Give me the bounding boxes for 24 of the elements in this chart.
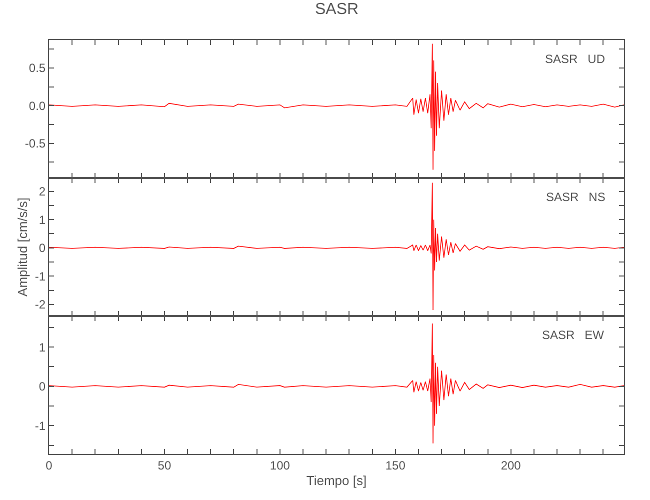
y-tick-label: 2 [38,184,46,198]
line-series [49,323,624,444]
y-tick-label: -1 [34,418,46,433]
annotation: SASR EW [542,328,605,342]
y-tick-label: -1 [34,269,46,284]
x-tick-label: 200 [500,458,522,472]
y-tick-label: 0.5 [28,61,46,76]
y-tick-label: 0 [38,380,46,394]
chart-title: SASR [315,1,359,18]
y-tick-label: -0.5 [24,136,46,151]
y-axis-title: Amplitud [cm/s/s] [14,198,30,296]
y-tick-label: 0 [38,241,46,256]
annotation: SASR NS [546,190,606,204]
y-tick-label: 0.0 [28,98,46,113]
line-series [49,43,624,170]
x-tick-label: 50 [158,458,172,472]
x-tick-label: 150 [385,458,406,472]
annotation: SASR UD [545,52,606,66]
y-tick-label: 1 [38,340,46,354]
x-tick-label: 100 [270,458,290,472]
y-tick-label: -2 [34,298,46,312]
line-series [49,182,624,310]
y-tick-label: 1 [38,212,46,227]
x-axis-title: Tiempo [s] [306,473,367,488]
